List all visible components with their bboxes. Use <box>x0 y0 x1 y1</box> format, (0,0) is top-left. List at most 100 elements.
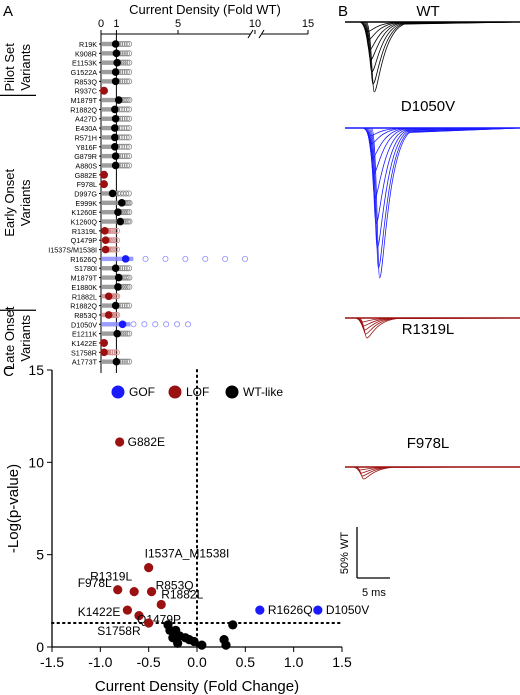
cell-point <box>121 134 128 141</box>
variant-label: R19K <box>79 40 97 49</box>
cell-point <box>130 321 137 328</box>
cell-point <box>126 97 133 104</box>
mean-marker <box>101 245 110 254</box>
mean-marker <box>100 180 108 189</box>
x-tick-label: 5 <box>175 18 181 30</box>
mean-marker <box>111 105 119 114</box>
cell-band <box>102 41 119 47</box>
cell-band <box>102 144 119 149</box>
mean-marker <box>114 208 122 216</box>
cell-band <box>102 200 119 206</box>
point-label: R1319L <box>90 570 132 584</box>
cell-point <box>119 302 126 309</box>
cell-point <box>121 265 128 272</box>
cell-point <box>113 237 120 244</box>
data-point-lof <box>144 618 154 628</box>
mean-marker <box>111 124 119 132</box>
cell-point <box>121 162 128 169</box>
cell-band <box>102 322 131 327</box>
cell-band <box>102 219 119 224</box>
trace-label: R1319L <box>402 321 455 338</box>
cell-point <box>119 41 126 48</box>
variant-label: R853Q <box>74 77 97 86</box>
x-tick-label: 0.0 <box>187 654 207 670</box>
cell-point <box>126 106 133 113</box>
cell-point <box>124 283 131 290</box>
cell-point <box>126 134 133 141</box>
cell-point <box>118 106 125 113</box>
cell-point <box>126 274 133 281</box>
x-tick-label: -1.0 <box>88 654 112 670</box>
cell-point <box>119 162 126 169</box>
legend-label: GOF <box>129 385 155 399</box>
cell-point <box>124 358 131 365</box>
trace-label: WT <box>416 3 439 20</box>
cell-band <box>102 51 119 56</box>
mean-marker <box>100 338 108 347</box>
cell-point <box>122 330 129 337</box>
variant-label: M1879T <box>71 274 98 283</box>
axis-break <box>258 29 265 39</box>
variant-label: E1211K <box>72 330 97 339</box>
x-tick-label: -1.5 <box>40 654 64 670</box>
trace-label: F978L <box>407 435 450 452</box>
panel-a-axis-title: Current Density (Fold WT) <box>129 2 281 17</box>
cell-point <box>123 78 130 85</box>
cell-point <box>184 321 191 328</box>
mean-marker <box>111 301 120 310</box>
mean-marker <box>100 170 108 179</box>
cell-point <box>122 209 129 216</box>
cell-point <box>119 115 126 122</box>
data-point-wt <box>197 640 207 650</box>
mean-marker <box>111 133 119 142</box>
cell-point <box>118 134 125 141</box>
data-point-lof <box>134 611 144 621</box>
cell-point <box>110 237 117 244</box>
cell-point <box>124 330 131 337</box>
current-trace <box>345 127 520 279</box>
cell-band <box>102 107 119 112</box>
cell-point <box>121 69 128 76</box>
cell-point <box>111 349 118 356</box>
cell-point <box>126 302 133 309</box>
variant-label: K908R <box>75 49 97 58</box>
variant-label: G1522A <box>71 68 98 77</box>
y-tick-label: 5 <box>36 547 44 563</box>
cell-band <box>102 60 119 65</box>
current-trace <box>345 21 520 51</box>
variant-label: D1050V <box>71 320 97 329</box>
data-point-lof <box>129 587 139 597</box>
y-tick-label: 15 <box>28 362 44 378</box>
cell-point <box>123 162 130 169</box>
legend-label: WT-like <box>243 385 283 399</box>
cell-point <box>111 227 118 234</box>
cell-band <box>102 79 119 84</box>
cell-point <box>123 125 130 132</box>
cell-point <box>121 78 128 85</box>
cell-point <box>123 134 130 141</box>
y-axis-label: -Log(p-value) <box>5 464 22 553</box>
cell-point <box>126 153 133 160</box>
variant-label: E999K <box>75 199 97 208</box>
cell-point <box>119 265 126 272</box>
current-trace <box>345 317 520 339</box>
point-label: K1422E <box>78 605 121 619</box>
cell-point <box>126 162 133 169</box>
cell-band <box>102 69 119 75</box>
mean-marker <box>108 189 117 198</box>
panel-a: Current Density (Fold WT) 0 1 5 10 15 R19KK9… <box>0 2 314 399</box>
cell-band <box>102 209 119 215</box>
cell-band <box>102 359 119 364</box>
mean-marker <box>111 152 120 160</box>
cell-point <box>109 349 116 356</box>
cell-point <box>124 218 131 225</box>
x-tick-label: 10 <box>249 18 261 30</box>
cell-point <box>110 246 117 253</box>
mean-marker <box>104 311 113 319</box>
mean-marker <box>112 357 121 366</box>
cell-band <box>102 284 119 290</box>
mean-marker <box>100 348 108 357</box>
cell-point <box>152 321 159 328</box>
variant-label: E1153K <box>72 59 97 68</box>
